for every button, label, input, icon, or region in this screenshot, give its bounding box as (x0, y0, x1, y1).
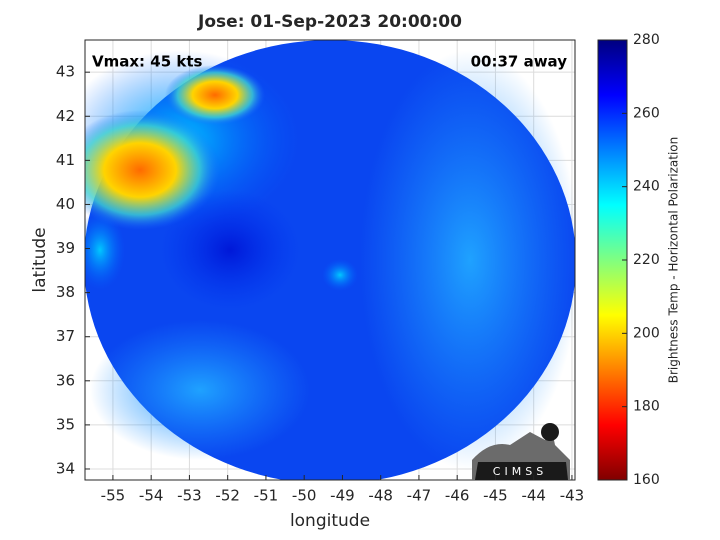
x-tick-label: -53 (177, 487, 202, 505)
y-tick-label: 42 (56, 107, 75, 125)
y-tick-label: 34 (56, 459, 75, 477)
x-tick-label: -49 (330, 487, 355, 505)
y-tick-label: 43 (56, 63, 75, 81)
satellite-image (85, 40, 575, 480)
colorbar-tick-label: 220 (633, 252, 660, 268)
colorbar-tick-label: 280 (633, 32, 660, 48)
logo: CIMSS (472, 423, 570, 480)
x-tick-label: -50 (292, 487, 317, 505)
x-tick-label: -47 (407, 487, 432, 505)
swath-region (85, 210, 125, 290)
x-tick-label: -48 (368, 487, 393, 505)
colorbar-label: Brightness Temp - Horizontal Polarizatio… (667, 137, 681, 384)
chart-title: Jose: 01-Sep-2023 20:00:00 (197, 12, 462, 32)
y-tick-label: 38 (56, 283, 75, 301)
x-tick-label: -45 (483, 487, 508, 505)
x-tick-label: -44 (521, 487, 546, 505)
swath-region (160, 190, 300, 310)
colorbar-tick-label: 200 (633, 325, 660, 341)
y-axis-label: latitude (30, 227, 50, 292)
x-tick-label: -54 (139, 487, 164, 505)
swath-region (322, 259, 358, 291)
plot-frame (84, 39, 576, 481)
swath-region (85, 110, 220, 230)
x-tick-label: -46 (445, 487, 470, 505)
logo-text: CIMSS (493, 465, 547, 478)
colorbar-tick-label: 260 (633, 105, 660, 121)
x-tick-label: -52 (215, 487, 240, 505)
x-tick-label: -43 (560, 487, 585, 505)
y-tick-label: 39 (56, 239, 75, 257)
colorbar-tick-label: 240 (633, 179, 660, 195)
colorbar-tick-label: 160 (633, 472, 660, 488)
colorbar-tick-label: 180 (633, 399, 660, 415)
x-tick-label: -55 (101, 487, 126, 505)
swath-region (165, 65, 265, 125)
y-tick-label: 35 (56, 415, 75, 433)
swath-region (90, 320, 310, 460)
annotation: Vmax: 45 kts (92, 53, 202, 71)
y-tick-label: 37 (56, 327, 75, 345)
annotation: 00:37 away (471, 53, 568, 71)
y-tick-label: 36 (56, 371, 75, 389)
x-axis-label: longitude (290, 511, 370, 531)
swath-region (360, 50, 575, 470)
y-tick-label: 40 (56, 195, 75, 213)
x-tick-label: -51 (254, 487, 279, 505)
y-tick-label: 41 (56, 151, 75, 169)
